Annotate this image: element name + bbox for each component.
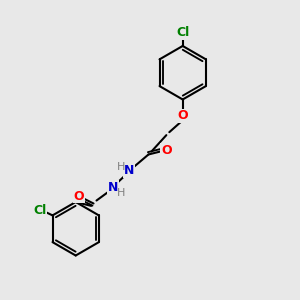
Text: N: N <box>124 164 134 177</box>
Text: Cl: Cl <box>33 204 47 218</box>
Text: H: H <box>117 188 125 197</box>
Text: N: N <box>108 181 118 194</box>
Text: O: O <box>74 190 84 202</box>
Text: Cl: Cl <box>176 26 189 39</box>
Text: H: H <box>117 162 125 172</box>
Text: O: O <box>177 109 188 122</box>
Text: O: O <box>161 143 172 157</box>
